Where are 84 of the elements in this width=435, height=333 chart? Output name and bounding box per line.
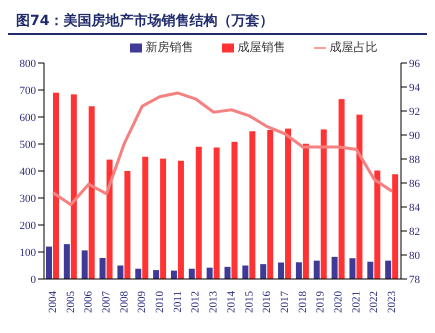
x-tick-label: 2013 [208,290,220,313]
legend-label: 成屋占比 [330,40,378,54]
legend-label: 成屋销售 [238,40,286,54]
bar [70,94,77,279]
bar [249,131,256,279]
y2-tick-label: 90 [409,130,420,142]
x-tick-label: 2022 [368,291,380,313]
bar [178,160,184,279]
y2-tick-label: 94 [409,82,420,94]
y-tick-label: 100 [20,246,36,259]
bar [232,142,238,279]
x-tick-label: 2019 [314,290,327,313]
x-tick-label: 2004 [46,290,59,313]
chart-title: 图74：美国房地产市场销售结构（万套） [8,8,427,35]
y-tick-label: 800 [20,58,36,70]
x-tick-label: 2012 [190,291,202,313]
bar [349,258,356,279]
bar [224,266,230,279]
bar [142,156,148,279]
x-tick-label: 2020 [332,290,345,313]
y-tick-label: 200 [20,220,36,232]
x-tick-label: 2018 [296,290,309,313]
y-tick-label: 600 [20,112,36,124]
bar [314,260,320,279]
x-tick-label: 2006 [82,290,95,313]
line-series [51,92,394,206]
y-tick-label: 700 [20,84,36,97]
x-tick-label: 2010 [154,290,166,313]
bar [100,258,106,279]
y2-tick-label: 92 [409,106,420,118]
y2-tick-label: 86 [409,178,420,190]
y2-tick-label: 82 [409,226,420,238]
bar [188,268,195,279]
bar [320,129,327,279]
y-tick-label: 500 [20,138,36,151]
x-tick-label: 2005 [64,290,77,313]
legend-label: 新房销售 [146,40,194,54]
bar [53,92,59,279]
bar [64,244,70,279]
y2-tick-label: 84 [409,202,420,214]
y2-tick-label: 78 [409,274,420,286]
bar [332,256,338,279]
bar [392,174,398,279]
bar [367,262,374,279]
bar [88,106,95,279]
bar [374,170,380,279]
bar [285,128,292,279]
bar [82,250,88,279]
x-tick-label: 2009 [136,290,148,313]
bar [170,270,177,279]
bar [160,158,166,279]
x-tick-label: 2021 [350,291,362,313]
bar [135,268,142,279]
bar [260,264,266,279]
bar [356,114,362,279]
x-tick-label: 2011 [172,291,184,313]
bar [214,148,220,279]
bar [117,266,124,279]
bar [106,160,113,279]
bar [196,146,202,279]
bar [124,171,130,279]
y-tick-label: 400 [20,166,36,178]
y-tick-label: 0 [30,274,36,286]
bar [296,262,302,279]
x-tick-label: 2015 [243,290,256,313]
y2-tick-label: 96 [409,58,420,70]
bar [242,266,248,279]
y-tick-label: 300 [20,192,36,205]
bar [267,130,274,279]
x-tick-label: 2023 [386,290,398,313]
y2-tick-label: 88 [409,154,420,166]
x-tick-label: 2007 [100,290,112,313]
bar [153,270,160,279]
y2-tick-label: 80 [409,250,420,262]
x-tick-label: 2014 [225,290,238,313]
bar [46,246,52,279]
x-tick-label: 2008 [118,290,130,313]
bar [278,262,284,279]
bar [206,268,213,279]
x-tick-label: 2017 [278,290,291,313]
x-tick-label: 2016 [261,290,274,313]
bar [385,260,392,279]
bar [338,99,345,279]
bar [302,144,309,279]
